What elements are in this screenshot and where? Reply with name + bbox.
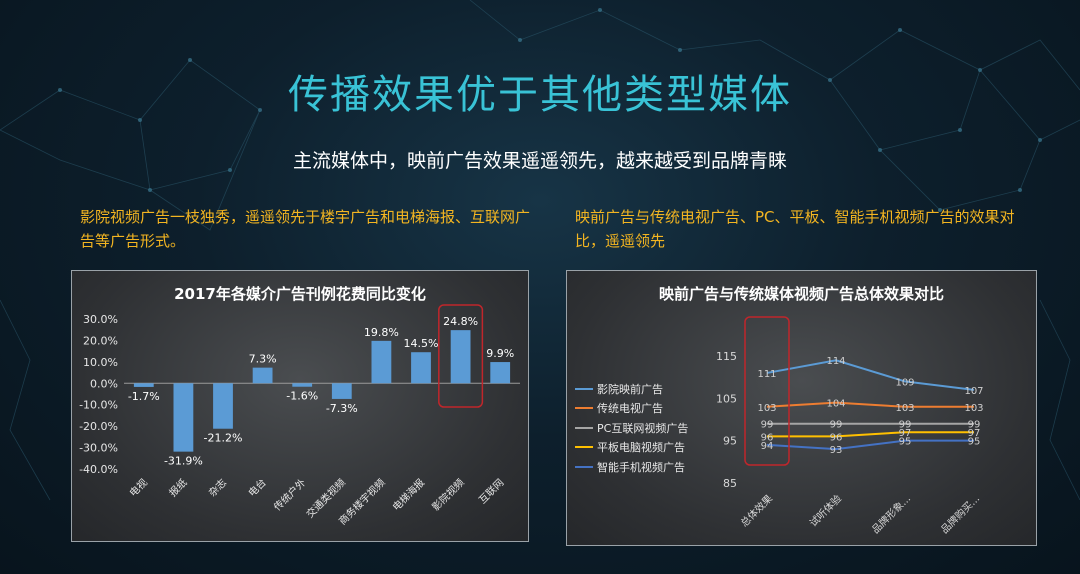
- data-label: 9.9%: [486, 347, 514, 360]
- y-tick-label: -20.0%: [79, 420, 118, 433]
- data-label: 19.8%: [364, 326, 399, 339]
- page-title: 传播效果优于其他类型媒体: [288, 72, 792, 118]
- data-label: 104: [826, 399, 845, 410]
- legend-swatch: [575, 426, 593, 429]
- legend-label: 智能手机视频广告: [597, 460, 685, 474]
- data-label: 97: [899, 428, 912, 439]
- bar: [411, 352, 431, 384]
- left-description: 影院视频广告一枝独秀，遥遥领先于楼宇广告和电梯海报、互联网广告等广告形式。: [80, 208, 531, 250]
- data-label: 96: [830, 432, 843, 443]
- bar-chart-title: 2017年各媒介广告刊例花费同比变化: [174, 285, 426, 303]
- y-tick-label: 105: [716, 392, 737, 405]
- x-tick-label: 试听体验: [807, 492, 844, 529]
- legend-item: 传统电视广告: [575, 399, 725, 419]
- data-label: 99: [761, 420, 774, 431]
- x-tick-label: 品牌购买...: [938, 492, 982, 536]
- x-tick-label: 电梯海报: [390, 476, 427, 513]
- legend-label: 影院映前广告: [597, 382, 663, 396]
- data-label: 107: [964, 386, 983, 397]
- y-tick-label: 10.0%: [83, 356, 118, 369]
- y-tick-label: 115: [716, 350, 737, 363]
- data-label: 114: [826, 356, 845, 367]
- legend-label: 平板电脑视频广告: [597, 441, 685, 455]
- y-tick-label: -40.0%: [79, 463, 118, 476]
- data-label: 97: [968, 428, 981, 439]
- x-tick-label: 总体效果: [738, 492, 775, 529]
- line-chart-panel: 映前广告与传统媒体视频广告总体效果对比 影院映前广告 传统电视广告 PC互联网视频广…: [566, 270, 1037, 546]
- data-label: 99: [899, 420, 912, 431]
- line-chart-title: 映前广告与传统媒体视频广告总体效果对比: [658, 285, 944, 303]
- x-tick-label: 传统户外: [271, 476, 308, 513]
- y-tick-label: 20.0%: [83, 334, 118, 347]
- x-tick-label: 报纸: [166, 476, 189, 499]
- data-label: 103: [757, 403, 776, 414]
- data-label: -7.3%: [326, 402, 358, 415]
- bar: [371, 340, 392, 384]
- data-label: 24.8%: [443, 315, 478, 328]
- data-label: 109: [895, 377, 914, 388]
- x-tick-label: 杂志: [206, 476, 229, 499]
- highlight-box: [744, 316, 790, 466]
- bar: [450, 330, 471, 384]
- bar-chart: 30.0% 20.0% 10.0% 0.0% -10.0% -20.0% -30.0% -40…: [79, 304, 520, 528]
- legend-swatch: [575, 446, 593, 449]
- line-chart-legend: 影院映前广告 传统电视广告 PC互联网视频广告 平板电脑视频广告 智能手机视频广告: [575, 379, 725, 477]
- data-label: -31.9%: [164, 455, 203, 468]
- bar: [213, 383, 233, 429]
- series-line: [767, 431, 974, 438]
- bar: [173, 383, 194, 452]
- x-tick-label: 电视: [127, 476, 150, 499]
- data-label: 103: [964, 403, 983, 414]
- bar: [331, 383, 352, 399]
- y-tick-label: 95: [723, 435, 737, 448]
- x-tick-label: 互联网: [477, 477, 507, 507]
- legend-swatch: [575, 465, 593, 468]
- data-label: 95: [899, 437, 912, 448]
- data-label: 7.3%: [249, 353, 277, 366]
- data-label: 99: [830, 420, 843, 431]
- data-label: 111: [757, 369, 776, 380]
- x-tick-label: 交通类视频: [303, 476, 348, 521]
- legend-item: 智能手机视频广告: [575, 457, 725, 477]
- y-tick-label: 85: [723, 477, 737, 490]
- x-tick-label: 电台: [245, 476, 268, 499]
- data-label: 94: [761, 441, 774, 452]
- y-tick-label: -10.0%: [79, 399, 118, 412]
- bar-chart-panel: 2017年各媒介广告刊例花费同比变化 30.0% 20.0% 10.0% 0.0% -1…: [71, 270, 529, 542]
- data-label: 93: [830, 445, 843, 456]
- legend-swatch: [575, 407, 593, 410]
- bar: [292, 383, 313, 387]
- legend-item: PC互联网视频广告: [575, 418, 725, 438]
- data-label: 103: [895, 403, 914, 414]
- data-label: -1.7%: [128, 390, 160, 403]
- bar: [490, 362, 511, 384]
- legend-label: 传统电视广告: [597, 402, 663, 416]
- x-tick-label: 影院视频: [429, 476, 466, 513]
- data-label: 96: [761, 432, 774, 443]
- legend-swatch: [575, 387, 593, 390]
- data-label: 14.5%: [404, 337, 439, 350]
- right-description: 映前广告与传统电视广告、PC、平板、智能手机视频广告的效果对比，遥遥领先: [575, 208, 1015, 250]
- y-tick-label: 0.0%: [90, 377, 118, 390]
- series-line: [766, 401, 974, 408]
- page-subtitle: 主流媒体中，映前广告效果遥遥领先，越来越受到品牌青睐: [292, 150, 787, 172]
- series-line: [766, 439, 974, 451]
- legend-item: 影院映前广告: [575, 379, 725, 399]
- x-tick-label: 品牌形象...: [869, 492, 913, 536]
- series-line: [766, 359, 975, 391]
- data-label: -1.6%: [286, 390, 318, 403]
- legend-item: 平板电脑视频广告: [575, 438, 725, 458]
- highlight-box: [438, 304, 484, 408]
- y-tick-label: -30.0%: [79, 442, 118, 455]
- data-label: -21.2%: [204, 432, 243, 445]
- bar: [252, 367, 273, 384]
- legend-label: PC互联网视频广告: [597, 421, 689, 435]
- bar: [133, 383, 154, 387]
- y-tick-label: 30.0%: [83, 313, 118, 326]
- data-label: 95: [968, 437, 981, 448]
- data-label: 99: [968, 420, 981, 431]
